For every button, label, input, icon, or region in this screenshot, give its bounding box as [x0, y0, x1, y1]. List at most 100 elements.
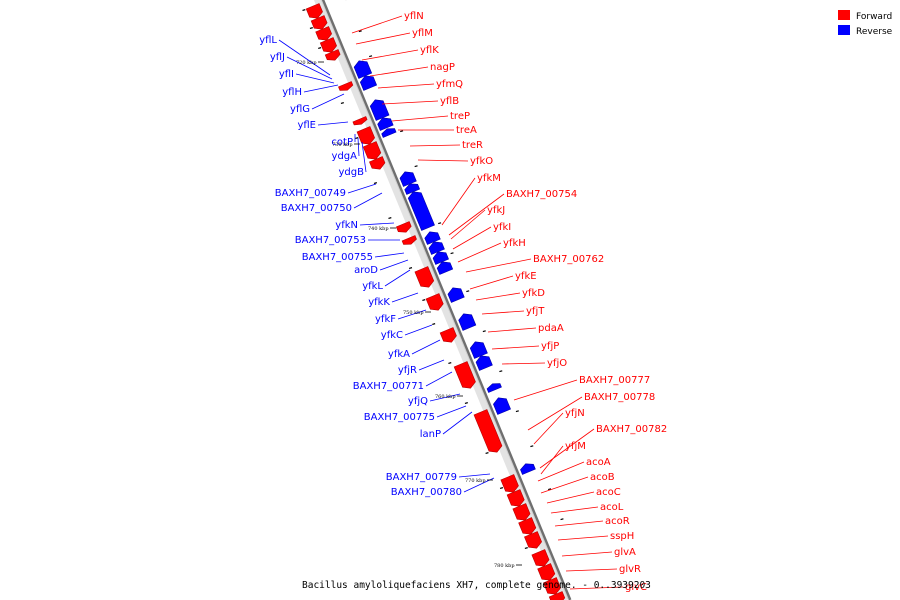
- gene-arrow-BAXH7_00779[interactable]: [520, 463, 536, 475]
- gene-label-yflJ[interactable]: yflJ: [270, 52, 285, 63]
- gene-label-BAXH7_00749[interactable]: BAXH7_00749: [275, 188, 346, 199]
- gene-label-yflH[interactable]: yflH: [282, 87, 302, 98]
- gene-label-yfkI[interactable]: yfkI: [493, 222, 511, 233]
- gene-arrow-yfjP[interactable]: [453, 361, 476, 389]
- gene-label-cotP[interactable]: cotP: [331, 137, 353, 148]
- gene-arrow-BAXH7_00750[interactable]: [404, 183, 421, 195]
- gene-label-yfjQ[interactable]: yfjQ: [408, 396, 428, 407]
- gene-arrow-acoB[interactable]: [512, 503, 531, 521]
- gene-label-yfmQ[interactable]: yfmQ: [436, 79, 463, 90]
- gene-label-ydgA[interactable]: ydgA: [332, 151, 358, 162]
- gene-arrow-nagP[interactable]: [319, 37, 337, 53]
- gene-arrow-yflE[interactable]: [377, 117, 394, 131]
- gene-arrow-glvR[interactable]: [548, 591, 566, 600]
- gene-label-BAXH7_00762[interactable]: BAXH7_00762: [533, 254, 604, 265]
- gene-label-acoB[interactable]: acoB: [590, 472, 615, 483]
- gene-arrow-yfkK[interactable]: [447, 287, 465, 303]
- gene-label-treP[interactable]: treP: [450, 111, 470, 122]
- gene-label-BAXH7_00782[interactable]: BAXH7_00782: [596, 424, 667, 435]
- gene-arrow-yfkN[interactable]: [407, 191, 435, 231]
- gene-arrow-acoR[interactable]: [531, 549, 550, 567]
- gene-arrow-yflM[interactable]: [310, 15, 328, 30]
- gene-label-aroD[interactable]: aroD: [354, 265, 378, 276]
- gene-arrow-yfjQ[interactable]: [486, 383, 502, 393]
- gene-label-BAXH7_00778[interactable]: BAXH7_00778: [584, 392, 655, 403]
- gene-label-yfkO[interactable]: yfkO: [470, 156, 493, 167]
- gene-label-acoL[interactable]: acoL: [600, 502, 624, 513]
- gene-label-BAXH7_00755[interactable]: BAXH7_00755: [302, 252, 373, 263]
- gene-label-yflI[interactable]: yflI: [279, 69, 294, 80]
- gene-label-nagP[interactable]: nagP: [430, 62, 455, 73]
- gene-label-BAXH7_00775[interactable]: BAXH7_00775: [364, 412, 435, 423]
- gene-arrow-yflI[interactable]: [353, 60, 373, 79]
- gene-arrow-yfkC[interactable]: [458, 313, 477, 331]
- gene-arrow-yfkA[interactable]: [469, 341, 488, 359]
- gene-label-yfkM[interactable]: yfkM: [477, 173, 501, 184]
- gene-label-BAXH7_00771[interactable]: BAXH7_00771: [353, 381, 424, 392]
- gene-label-yflM[interactable]: yflM: [412, 28, 433, 39]
- gene-label-yfjR[interactable]: yfjR: [398, 365, 417, 376]
- gene-arrow-yfkL[interactable]: [436, 261, 454, 275]
- gene-label-yfkC[interactable]: yfkC: [381, 330, 403, 341]
- gene-label-yfkD[interactable]: yfkD: [522, 288, 545, 299]
- gene-arrow-yflB[interactable]: [352, 116, 368, 126]
- gene-arrow-yflN2[interactable]: [324, 49, 341, 61]
- gene-arrow-BAXH7_00753[interactable]: [424, 231, 441, 245]
- gene-label-yfkN[interactable]: yfkN: [335, 220, 358, 231]
- gene-arrow-yfjR[interactable]: [475, 355, 493, 371]
- gene-arrow-yfkH[interactable]: [425, 293, 444, 311]
- gene-label-yflN[interactable]: yflN: [404, 11, 424, 22]
- gene-label-yfkE[interactable]: yfkE: [515, 271, 537, 282]
- gene-arrow-yfmQ[interactable]: [338, 81, 354, 91]
- gene-label-yfkF[interactable]: yfkF: [375, 314, 396, 325]
- gene-arrow-treA[interactable]: [362, 141, 382, 160]
- gene-label-yfjO[interactable]: yfjO: [547, 358, 567, 369]
- gene-arrow-acoA[interactable]: [506, 489, 525, 507]
- gene-label-BAXH7_00753[interactable]: BAXH7_00753: [295, 235, 366, 246]
- gene-arrow-sspH[interactable]: [537, 563, 556, 581]
- gene-label-yfkA[interactable]: yfkA: [388, 349, 410, 360]
- gene-label-acoC[interactable]: acoC: [596, 487, 621, 498]
- gene-label-BAXH7_00780[interactable]: BAXH7_00780: [391, 487, 462, 498]
- gene-arrow-yfkM[interactable]: [401, 235, 417, 245]
- gene-label-glvR[interactable]: glvR: [619, 564, 641, 575]
- gene-arrow-aroD[interactable]: [432, 251, 449, 265]
- gene-arrow-cotP[interactable]: [381, 128, 397, 138]
- gene-label-yfkK[interactable]: yfkK: [368, 297, 390, 308]
- gene-arrow-BAXH7_00777[interactable]: [473, 409, 503, 453]
- gene-arrow-yfkO[interactable]: [395, 221, 412, 233]
- gene-arrow-treP[interactable]: [356, 126, 375, 145]
- gene-arrow-glvA[interactable]: [543, 577, 561, 595]
- gene-label-yflE[interactable]: yflE: [297, 120, 316, 131]
- gene-label-treA[interactable]: treA: [456, 125, 477, 136]
- gene-label-lanP[interactable]: lanP: [420, 429, 441, 440]
- gene-label-yflB[interactable]: yflB: [440, 96, 459, 107]
- gene-arrow-treR[interactable]: [369, 156, 386, 170]
- gene-label-acoA[interactable]: acoA: [586, 457, 611, 468]
- gene-label-yflL[interactable]: yflL: [259, 35, 277, 46]
- gene-label-sspH[interactable]: sspH: [610, 531, 634, 542]
- gene-label-acoR[interactable]: acoR: [605, 516, 630, 527]
- gene-label-yfjP[interactable]: yfjP: [541, 341, 559, 352]
- gene-label-BAXH7_00750[interactable]: BAXH7_00750: [281, 203, 352, 214]
- gene-label-treR[interactable]: treR: [462, 140, 483, 151]
- gene-label-yflG[interactable]: yflG: [290, 104, 310, 115]
- gene-arrow-BAXH7_00775[interactable]: [493, 397, 511, 415]
- gene-label-glvC[interactable]: glvC: [625, 582, 647, 593]
- gene-arrow-BAXH7_00755[interactable]: [428, 241, 445, 255]
- gene-label-BAXH7_00779[interactable]: BAXH7_00779: [386, 472, 457, 483]
- gene-label-glvA[interactable]: glvA: [614, 547, 636, 558]
- gene-label-BAXH7_00777[interactable]: BAXH7_00777: [579, 375, 650, 386]
- gene-label-yfjM[interactable]: yfjM: [565, 441, 586, 452]
- gene-label-yfkH[interactable]: yfkH: [503, 238, 526, 249]
- gene-label-BAXH7_00754[interactable]: BAXH7_00754: [506, 189, 577, 200]
- gene-label-yfkJ[interactable]: yfkJ: [487, 205, 505, 216]
- gene-arrow-acoL[interactable]: [524, 531, 542, 549]
- gene-label-pdaA[interactable]: pdaA: [538, 323, 564, 334]
- gene-arrow-pdaA[interactable]: [439, 327, 457, 343]
- gene-arrow-yflH[interactable]: [359, 75, 378, 91]
- gene-arrow-yflG[interactable]: [369, 99, 390, 121]
- gene-arrow-acoC[interactable]: [518, 517, 537, 535]
- gene-label-ydgB[interactable]: ydgB: [339, 167, 365, 178]
- gene-arrow-yflN[interactable]: [305, 3, 323, 19]
